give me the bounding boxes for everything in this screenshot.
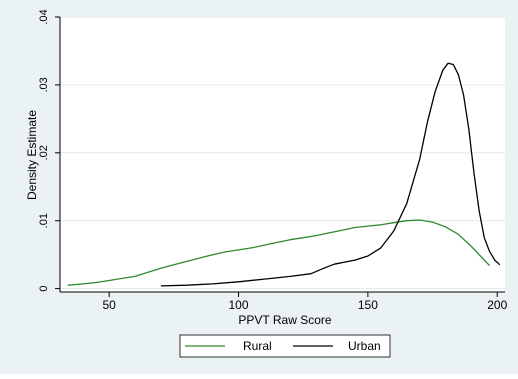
plot-area — [60, 17, 505, 292]
legend-label-rural: Rural — [243, 339, 272, 353]
legend-label-urban: Urban — [348, 339, 381, 353]
y-tick-label: .04 — [38, 9, 50, 24]
x-tick-label: 50 — [102, 298, 116, 312]
x-tick-label: 100 — [229, 298, 249, 312]
axes: 0 .01 .02 .03 .04 50 100 150 200 — [38, 9, 508, 312]
y-tick-label: 0 — [38, 286, 50, 292]
y-tick-label: .01 — [38, 213, 50, 228]
y-tick-label: .02 — [38, 145, 50, 160]
series-line-rural — [67, 219, 490, 286]
gridlines — [60, 16, 505, 290]
series-line-urban — [160, 62, 501, 287]
series-lines — [67, 62, 501, 287]
x-tick-label: 200 — [487, 298, 507, 312]
x-axis-label: PPVT Raw Score — [238, 313, 331, 327]
x-tick-label: 150 — [358, 298, 378, 312]
y-tick-label: .03 — [38, 77, 50, 92]
legend-box — [179, 334, 391, 358]
legend: Rural Urban — [179, 334, 391, 358]
y-axis-label: Density Estimate — [25, 110, 39, 200]
